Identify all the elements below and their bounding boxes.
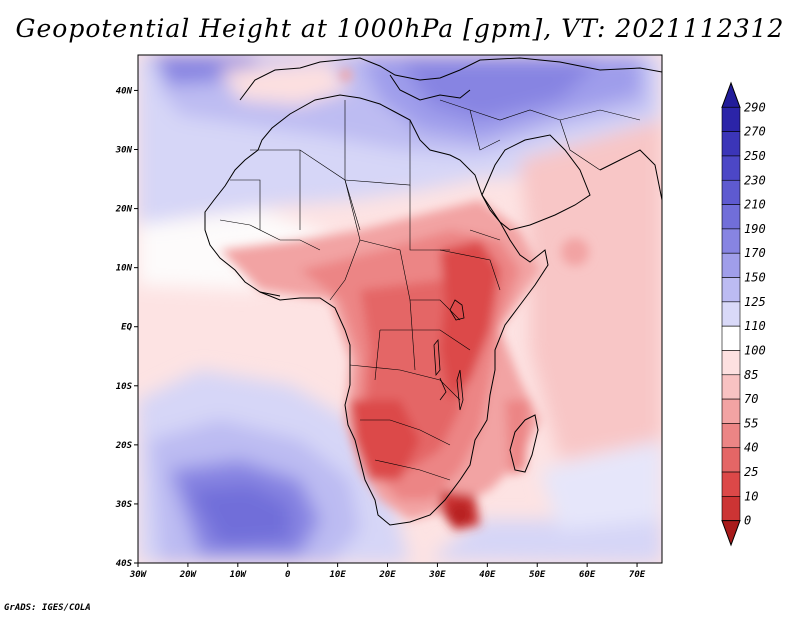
colorbar-swatch	[721, 277, 741, 303]
colorbar-label: 170	[744, 246, 766, 260]
colorbar-swatch	[721, 423, 741, 449]
colorbar-label: 210	[744, 198, 766, 212]
colorbar-swatch	[721, 204, 741, 230]
y-tick-label: 20S	[115, 441, 133, 451]
y-tick-label: 10S	[116, 382, 133, 392]
colorbar-label: 290	[744, 100, 766, 114]
colorbar-label: 100	[744, 343, 766, 357]
colorbar-swatch	[721, 398, 741, 424]
y-tick-label: 10N	[116, 264, 133, 274]
colorbar-label: 10	[744, 489, 758, 503]
y-tick-label: 40S	[116, 559, 133, 569]
x-tick-label: 10W	[230, 570, 248, 580]
colorbar: 2902702502302101901701501251101008570554…	[721, 81, 766, 547]
colorbar-label: 125	[744, 295, 766, 309]
colorbar-label: 25	[744, 465, 758, 479]
colorbar-swatch	[721, 131, 741, 157]
colorbar-bottom-arrow	[721, 520, 741, 547]
map-title: Geopotential Height at 1000hPa [gpm], VT…	[15, 14, 785, 43]
colorbar-label: 230	[744, 173, 766, 187]
colorbar-label: 70	[744, 392, 758, 406]
colorbar-swatch	[721, 447, 741, 473]
colorbar-swatch	[721, 179, 741, 205]
lakes	[433, 299, 465, 411]
colorbar-swatch	[721, 155, 741, 181]
y-tick-label: 30N	[115, 146, 133, 156]
colorbar-label: 270	[744, 125, 766, 139]
height-field	[138, 55, 662, 563]
y-tick-label: 20N	[115, 205, 133, 215]
colorbar-swatch	[721, 228, 741, 254]
y-tick-label: EQ	[121, 323, 132, 333]
country-borders	[219, 99, 641, 481]
x-tick-label: 70E	[629, 570, 646, 580]
colorbar-swatch	[721, 325, 741, 351]
colorbar-label: 190	[744, 222, 766, 236]
colorbar-swatch	[721, 350, 741, 376]
colorbar-swatch	[721, 471, 741, 497]
x-tick-label: 30E	[428, 570, 446, 580]
colorbar-swatch	[721, 496, 741, 521]
colorbar-label: 150	[744, 271, 766, 285]
colorbar-swatch	[721, 107, 741, 132]
x-axis: 30W 20W 10W 0 10E 20E 30E 40E 50E 60E 70E	[129, 563, 646, 580]
plot-frame	[137, 54, 663, 564]
coastlines	[204, 57, 662, 526]
colorbar-label: 85	[744, 368, 758, 382]
x-tick-label: 10E	[329, 570, 346, 580]
y-tick-label: 40N	[116, 86, 133, 96]
x-tick-label: 50E	[529, 570, 546, 580]
x-tick-label: 60E	[579, 570, 596, 580]
colorbar-label: 0	[744, 514, 751, 528]
grads-credit: GrADS: IGES/COLA	[4, 603, 91, 613]
colorbar-label: 40	[744, 441, 758, 455]
y-tick-label: 30S	[115, 500, 133, 510]
colorbar-top-arrow	[721, 81, 741, 108]
colorbar-label: 250	[744, 149, 766, 163]
colorbar-label: 110	[744, 319, 766, 333]
x-tick-label: 20E	[378, 570, 396, 580]
x-tick-label: 40E	[479, 570, 496, 580]
x-tick-label: 30W	[129, 570, 148, 580]
x-tick-label: 0	[285, 570, 291, 580]
colorbar-swatch	[721, 301, 741, 327]
colorbar-swatch	[721, 374, 741, 400]
x-tick-label: 20W	[179, 570, 198, 580]
colorbar-swatch	[721, 252, 741, 278]
y-axis: 40N 30N 20N 10N EQ 10S 20S 30S 40S	[115, 86, 138, 569]
colorbar-label: 55	[744, 416, 758, 430]
